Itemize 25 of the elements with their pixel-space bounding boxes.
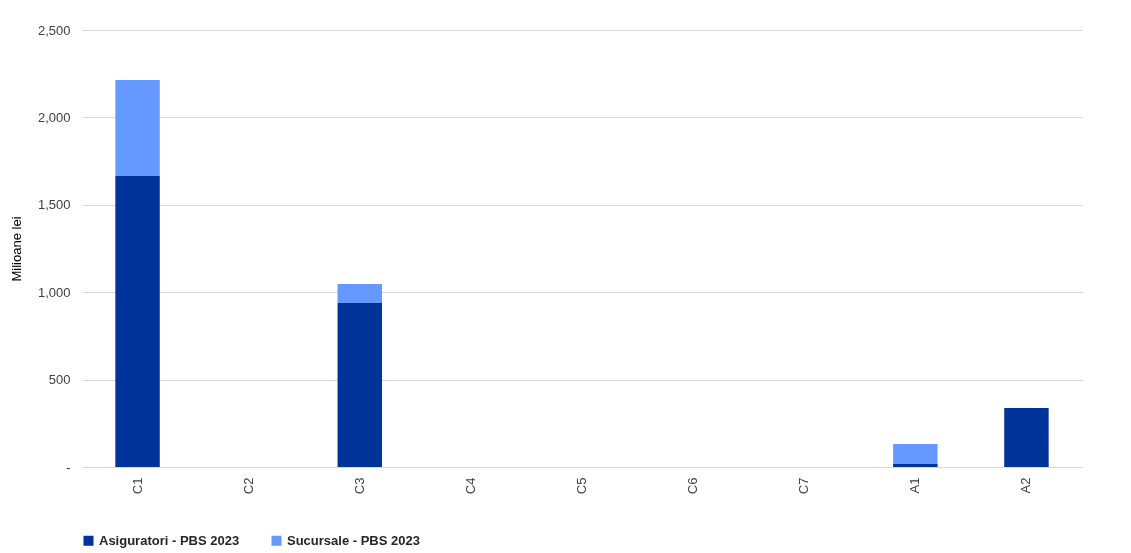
x-tick-label: A2 xyxy=(1018,477,1034,494)
bar xyxy=(893,443,938,465)
y-tick-label: 2,000 xyxy=(37,109,71,125)
y-tick-label: 2,500 xyxy=(37,22,71,38)
bar xyxy=(115,79,160,176)
x-tick-label: C5 xyxy=(574,477,589,495)
x-tick-label: C6 xyxy=(685,477,701,495)
y-tick-label: 500 xyxy=(48,372,71,388)
bar xyxy=(893,464,938,467)
x-tick-label: C7 xyxy=(796,477,812,495)
bar xyxy=(337,283,382,304)
x-tick-label: A1 xyxy=(907,477,923,494)
y-tick-label: 1,000 xyxy=(37,284,71,300)
y-tick-label: 1,500 xyxy=(37,197,71,213)
x-tick-label: C2 xyxy=(240,477,256,495)
bar xyxy=(1004,407,1049,467)
bar xyxy=(115,175,160,467)
y-tick-label: - xyxy=(66,459,71,475)
x-tick-label: C1 xyxy=(129,477,145,495)
legend-label: Asiguratori - PBS 2023 xyxy=(99,532,240,548)
legend-label: Sucursale - PBS 2023 xyxy=(287,532,420,548)
x-tick-label: C4 xyxy=(462,477,478,495)
x-tick-label: C3 xyxy=(351,477,367,495)
y-axis-title: Milioane lei xyxy=(8,216,24,282)
bar xyxy=(337,303,382,467)
